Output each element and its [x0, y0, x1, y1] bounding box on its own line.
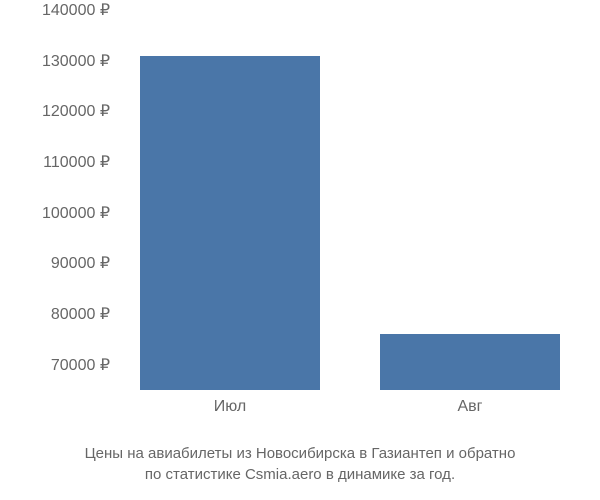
y-tick-label: 140000 ₽ — [10, 0, 110, 20]
caption-line-1: Цены на авиабилеты из Новосибирска в Газ… — [0, 443, 600, 464]
chart-caption: Цены на авиабилеты из Новосибирска в Газ… — [0, 443, 600, 485]
y-tick-label: 90000 ₽ — [10, 253, 110, 273]
y-axis: 70000 ₽ 80000 ₽ 90000 ₽ 100000 ₽ 110000 ₽ 120… — [10, 10, 110, 390]
x-tick-label: Июл — [214, 398, 246, 416]
y-tick-label: 120000 ₽ — [10, 101, 110, 121]
bar — [380, 334, 560, 390]
bar — [140, 56, 320, 390]
y-tick-label: 110000 ₽ — [10, 152, 110, 172]
x-tick-label: Авг — [457, 398, 482, 416]
plot-area — [110, 10, 590, 390]
y-tick-label: 80000 ₽ — [10, 304, 110, 324]
y-tick-label: 70000 ₽ — [10, 355, 110, 375]
x-axis-labels: Июл Авг — [110, 398, 590, 428]
y-tick-label: 130000 ₽ — [10, 51, 110, 71]
caption-line-2: по статистике Csmia.aero в динамике за г… — [0, 464, 600, 485]
y-tick-label: 100000 ₽ — [10, 203, 110, 223]
chart-container: 70000 ₽ 80000 ₽ 90000 ₽ 100000 ₽ 110000 ₽ 120… — [10, 10, 590, 430]
